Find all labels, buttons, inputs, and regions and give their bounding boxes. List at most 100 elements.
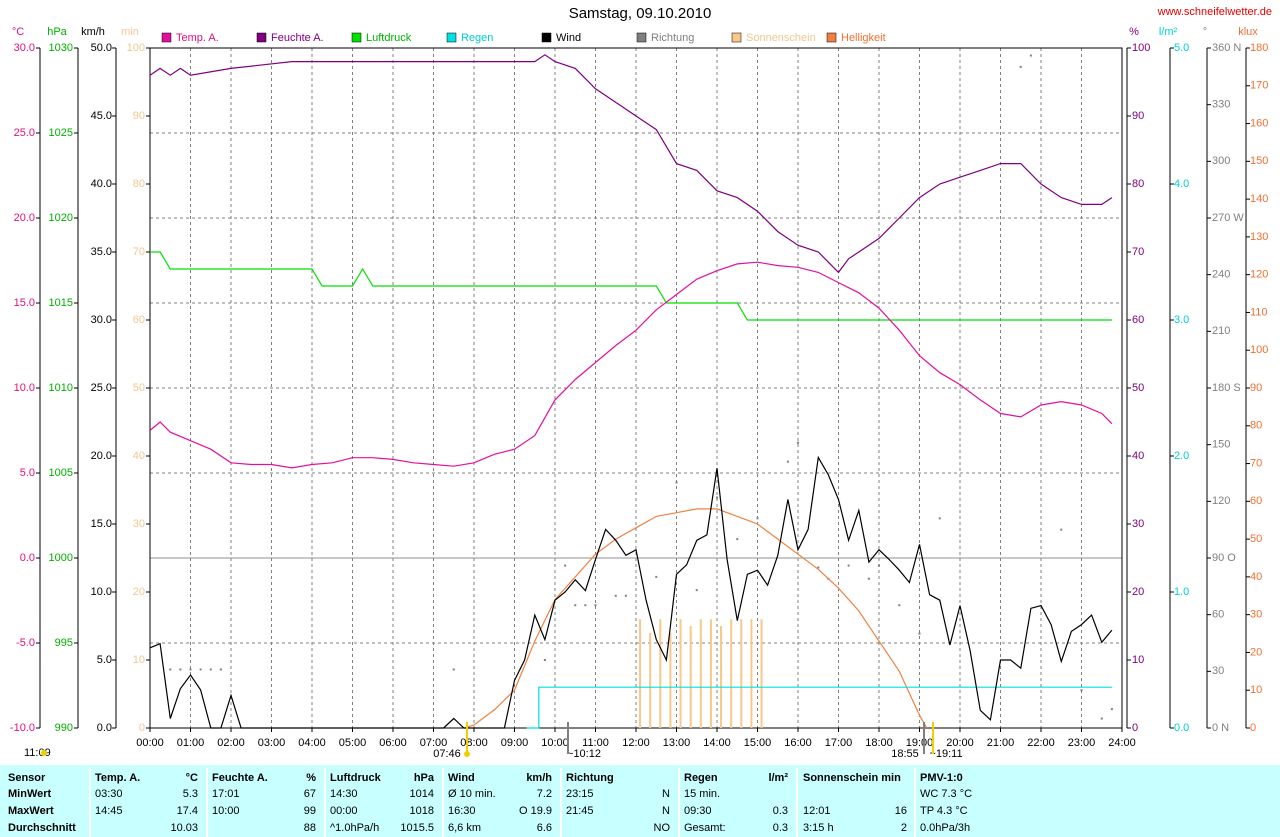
sunshine-bar [750,619,753,728]
table-cell: 21:45 [566,805,594,817]
axis-tick-label: 60 [133,314,145,326]
axis-tick-label: 995 [55,637,73,649]
direction-dot [847,564,850,567]
x-tick-label: 12:00 [622,737,650,749]
axis-tick-label: 240 [1212,269,1230,281]
axis-tick-label: 35.0 [91,246,112,258]
x-tick-label: 24:00 [1108,737,1136,749]
table-cell: TP 4.3 °C [920,805,968,817]
axis-tick-label: 330 [1212,99,1230,111]
table-cell: 2 [901,822,907,834]
axis-tick-label: 1010 [49,382,73,394]
x-tick-label: 02:00 [217,737,245,749]
axis-tick-label: 100 [1132,42,1150,54]
series-line [464,508,928,729]
axis-tick-label: 5.0 [20,467,35,479]
table-cell: 10.03 [170,822,198,834]
axis-tick-label: 60 [1250,495,1262,507]
x-tick-label: 18:00 [865,737,893,749]
table-cell: MinWert [8,788,52,800]
x-tick-label: 19:00 [906,737,934,749]
axis-tick-label: 990 [55,722,73,734]
axis-tick-label: 60 [1132,314,1144,326]
x-tick-label: 13:00 [663,737,691,749]
series-line [149,455,1113,729]
sun-annotation: 07:46 [433,748,461,760]
axis-tick-label: 4.0 [1174,178,1189,190]
legend-label: Regen [461,32,493,44]
x-tick-label: 07:00 [420,737,448,749]
axis-tick-label: 180 [1250,42,1268,54]
table-cell: 14:30 [330,788,358,800]
axis-tick-label: 30.0 [91,314,112,326]
axis-unit: min [121,26,139,38]
sun-annotation: ~19:11 [929,748,962,760]
axis-tick-label: 30.0 [14,42,35,54]
table-cell: N [662,788,670,800]
table-cell: 23:15 [566,788,594,800]
direction-dot [543,659,546,661]
table-cell: hPa [414,772,435,784]
axis-tick-label: 1.0 [1174,586,1189,598]
chart-title: Samstag, 09.10.2010 [569,5,712,22]
direction-dot [624,594,627,597]
sun-annotation: 18:55 [891,748,919,760]
sunshine-bar [760,619,763,728]
axis-tick-label: 40 [1250,571,1262,583]
x-tick-label: 16:00 [784,737,812,749]
axis-tick-label: 70 [1250,457,1262,469]
axis-tick-label: 80 [1250,420,1262,432]
table-cell: 99 [304,805,316,817]
sun-icon [464,751,470,757]
axis-tick-label: 180 S [1212,382,1241,394]
x-tick-label: 04:00 [298,737,326,749]
axis-unit: °C [12,26,24,38]
axis-tick-label: 45.0 [91,110,112,122]
sunshine-bar [689,626,692,728]
direction-dot [918,632,921,635]
axis-unit: hPa [47,26,67,38]
axis-tick-label: 5.0 [97,654,112,666]
direction-dot [179,668,182,671]
site-link: www.schneifelwetter.de [1157,6,1272,18]
axis-tick-label: 160 [1250,117,1268,129]
legend-swatch [731,32,742,43]
table-cell: 0.3 [773,822,788,834]
table-cell: Gesamt: [684,822,726,834]
series-line [149,261,1113,469]
axis-tick-label: 10.0 [91,586,112,598]
direction-dot [614,594,617,597]
legend-label: Helligkeit [841,32,886,44]
x-tick-label: 17:00 [825,737,853,749]
table-cell: 09:30 [684,805,712,817]
sunshine-bar [709,619,712,728]
legend-swatch [161,32,172,43]
table-cell: 15 min. [684,788,720,800]
axis-tick-label: 120 [1250,269,1268,281]
table-cell: 16 [895,805,907,817]
sun-annotation: ~10:12 [567,748,601,760]
direction-dot [189,668,192,671]
axis-tick-label: 130 [1250,231,1268,243]
legend-label: Luftdruck [366,32,412,44]
direction-dot [1019,65,1022,68]
table-cell: 88 [304,822,316,834]
x-tick-label: 14:00 [703,737,731,749]
table-cell: 12:01 [803,805,831,817]
axis-tick-label: 15.0 [91,518,112,530]
axis-tick-label: 70 [1132,246,1144,258]
series-line [526,686,1112,729]
x-tick-label: 23:00 [1068,737,1096,749]
axis-tick-label: 10 [1250,684,1262,696]
axis-tick-label: 210 [1212,325,1230,337]
axis-unit: l/m² [1159,26,1178,38]
axis-tick-label: 1020 [49,212,73,224]
table-cell: 1014 [410,788,434,800]
x-tick-label: 10:00 [541,737,569,749]
axis-tick-label: 0 [1250,722,1256,734]
sunshine-bar [699,619,702,728]
axis-tick-label: 100 [1250,344,1268,356]
axis-tick-label: 0.0 [20,552,35,564]
direction-dot [199,668,202,671]
